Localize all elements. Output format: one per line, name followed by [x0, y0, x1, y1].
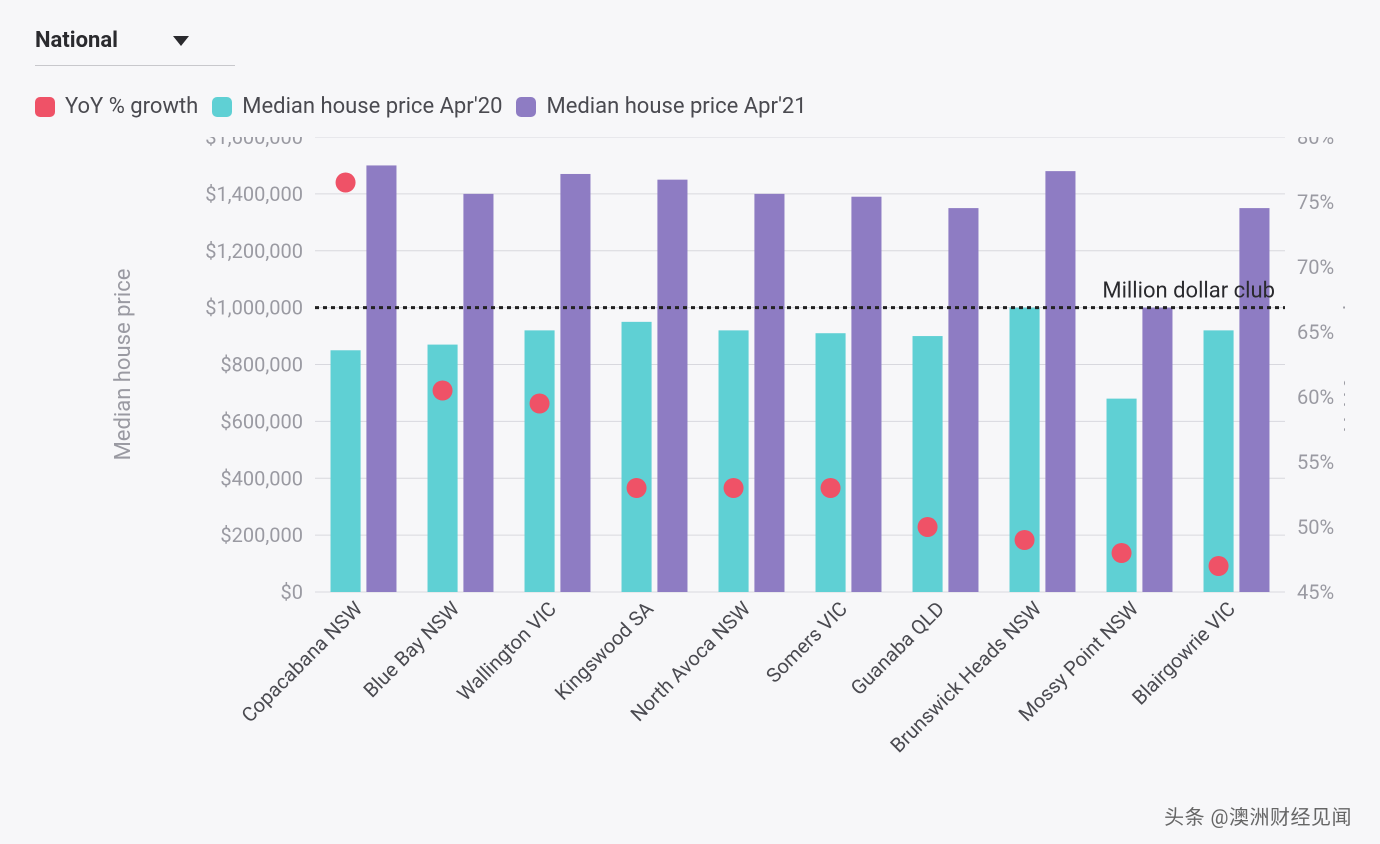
bar-price20[interactable]	[719, 330, 749, 592]
svg-text:50%: 50%	[1297, 515, 1334, 539]
growth-dot[interactable]	[1112, 543, 1132, 563]
dropdown-label: National	[35, 28, 118, 53]
svg-text:YoY % growth: YoY % growth	[1341, 298, 1345, 431]
legend-swatch-price21	[516, 97, 536, 117]
growth-dot[interactable]	[918, 517, 938, 537]
bar-price21[interactable]	[948, 208, 978, 592]
legend-swatch-growth	[35, 97, 55, 117]
growth-dot[interactable]	[530, 394, 550, 414]
category-label: Blue Bay NSW	[358, 596, 464, 702]
svg-text:$600,000: $600,000	[220, 409, 303, 433]
growth-dot[interactable]	[627, 478, 647, 498]
chevron-down-icon	[173, 36, 189, 46]
svg-text:75%: 75%	[1297, 190, 1334, 214]
category-label: Guanaba QLD	[846, 597, 949, 700]
growth-dot[interactable]	[1209, 556, 1229, 576]
bar-price20[interactable]	[816, 333, 846, 592]
legend-item-price20[interactable]: Median house price Apr'20	[212, 94, 502, 119]
svg-text:80%: 80%	[1297, 137, 1334, 149]
bar-price21[interactable]	[657, 180, 687, 592]
growth-dot[interactable]	[433, 381, 453, 401]
svg-text:$1,600,000: $1,600,000	[205, 137, 303, 149]
svg-text:$0: $0	[281, 580, 303, 604]
legend-label: Median house price Apr'20	[242, 94, 502, 119]
growth-dot[interactable]	[724, 478, 744, 498]
bar-price21[interactable]	[560, 174, 590, 592]
legend-item-growth[interactable]: YoY % growth	[35, 94, 198, 119]
growth-dot[interactable]	[1015, 530, 1035, 550]
bar-price21[interactable]	[1239, 208, 1269, 592]
bar-price21[interactable]	[366, 165, 396, 592]
bar-price20[interactable]	[913, 336, 943, 592]
growth-dot[interactable]	[336, 173, 356, 193]
bar-price20[interactable]	[1204, 330, 1234, 592]
svg-text:65%: 65%	[1297, 320, 1334, 344]
legend-label: YoY % growth	[65, 94, 198, 119]
reference-line-label: Million dollar club	[1102, 279, 1275, 304]
chart-legend: YoY % growth Median house price Apr'20 M…	[35, 94, 1345, 119]
bar-price21[interactable]	[754, 194, 784, 592]
chart-container: $0 $200,000 $400,000 $600,000 $800,000 $1,000…	[35, 137, 1345, 817]
category-label: Copacabana NSW	[236, 596, 367, 727]
category-label: Wallington VIC	[452, 597, 561, 706]
bar-price20[interactable]	[331, 350, 361, 592]
category-label: Blairgowrie VIC	[1127, 597, 1240, 710]
svg-text:45%: 45%	[1297, 580, 1334, 604]
category-label: Kingswood SA	[550, 597, 658, 705]
bar-price21[interactable]	[1142, 308, 1172, 592]
bar-price21[interactable]	[1045, 171, 1075, 592]
bar-price20[interactable]	[622, 322, 652, 592]
svg-text:$800,000: $800,000	[220, 353, 303, 377]
legend-item-price21[interactable]: Median house price Apr'21	[516, 94, 806, 119]
bar-price21[interactable]	[851, 197, 881, 592]
svg-text:$400,000: $400,000	[220, 466, 303, 490]
legend-label: Median house price Apr'21	[546, 94, 806, 119]
svg-text:55%: 55%	[1297, 450, 1334, 474]
svg-text:$1,400,000: $1,400,000	[205, 182, 303, 206]
watermark-text: 头条 @澳洲财经见闻	[1164, 801, 1352, 830]
svg-text:60%: 60%	[1297, 385, 1334, 409]
growth-dot[interactable]	[821, 478, 841, 498]
price-growth-chart: $0 $200,000 $400,000 $600,000 $800,000 $1,000…	[35, 137, 1345, 817]
svg-text:$1,200,000: $1,200,000	[205, 239, 303, 263]
svg-text:$200,000: $200,000	[220, 523, 303, 547]
bar-price20[interactable]	[525, 330, 555, 592]
legend-swatch-price20	[212, 97, 232, 117]
category-label: Somers VIC	[761, 597, 852, 688]
bar-price21[interactable]	[463, 194, 493, 592]
region-dropdown[interactable]: National	[35, 20, 235, 66]
svg-text:$1,000,000: $1,000,000	[205, 296, 303, 320]
svg-text:70%: 70%	[1297, 255, 1334, 279]
svg-text:Median house price: Median house price	[111, 269, 136, 461]
